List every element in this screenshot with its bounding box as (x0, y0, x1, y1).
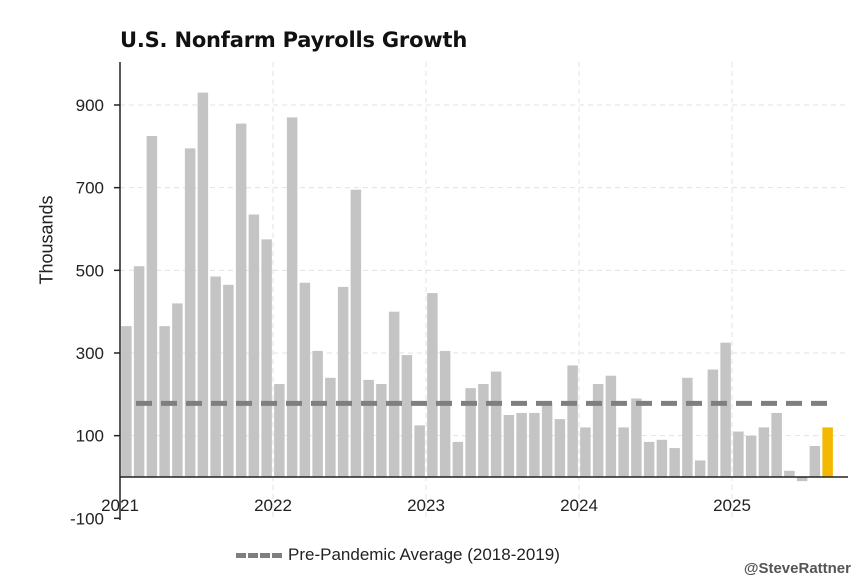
bar-2021-02 (133, 266, 145, 477)
bar-2024-08 (669, 448, 680, 477)
bar-2022-02 (286, 117, 298, 478)
bar-2024-05 (631, 398, 642, 477)
bar-2022-10 (388, 311, 400, 477)
x-tick-label: 2022 (254, 496, 292, 515)
bar-2021-01 (121, 326, 132, 477)
bar-2024-09 (682, 377, 693, 477)
bar-2025-03 (758, 427, 770, 477)
bar-2023-05 (478, 384, 489, 477)
y-tick-label: -100 (70, 509, 104, 528)
bar-2025-07 (809, 446, 821, 477)
x-tick-label: 2023 (407, 496, 445, 515)
bar-2023-09 (529, 412, 540, 477)
bar-2022-07 (350, 189, 362, 478)
bar-2023-11 (554, 419, 566, 477)
bar-2021-12 (261, 239, 272, 477)
x-tick-label: 2024 (560, 496, 598, 515)
bar-2023-07 (503, 415, 515, 477)
y-tick-label: 300 (76, 344, 104, 363)
bar-2025-06 (796, 477, 808, 482)
legend-dashed-line-swatch (236, 552, 282, 558)
bar-2021-07 (197, 92, 209, 477)
y-tick-label: 900 (76, 96, 104, 115)
chart-title: U.S. Nonfarm Payrolls Growth (120, 28, 468, 52)
bar-2022-04 (312, 350, 323, 477)
bars (121, 92, 833, 482)
bar-2024-01 (580, 427, 591, 477)
bar-2024-03 (605, 375, 617, 477)
bar-2025-04 (771, 412, 782, 477)
bar-2025-08 (822, 427, 833, 477)
y-tick-label: 500 (76, 261, 104, 280)
bar-2023-01 (427, 293, 438, 477)
bar-2025-01 (733, 431, 744, 477)
bar-2024-11 (707, 369, 719, 477)
bar-2025-05 (784, 470, 795, 477)
bar-2024-07 (656, 439, 668, 477)
credit-text: @SteveRattner (743, 560, 851, 577)
legend: Pre-Pandemic Average (2018-2019) (236, 543, 560, 567)
bar-2022-08 (363, 379, 374, 477)
bar-2023-03 (452, 441, 464, 477)
bar-2022-12 (414, 425, 425, 477)
bar-2022-11 (401, 355, 413, 477)
bar-2021-03 (146, 136, 158, 477)
bar-2021-05 (172, 303, 183, 477)
bar-2021-10 (235, 123, 247, 477)
y-tick-label: 700 (76, 179, 104, 198)
bar-2023-04 (465, 388, 476, 477)
bar-2024-12 (720, 342, 731, 477)
bar-2024-10 (694, 460, 706, 477)
bar-2022-01 (274, 384, 285, 477)
bar-2023-12 (567, 365, 578, 477)
bar-2023-02 (439, 350, 451, 477)
bar-2022-09 (376, 384, 387, 477)
bar-2021-06 (184, 148, 196, 477)
legend-label: Pre-Pandemic Average (2018-2019) (288, 545, 560, 564)
bar-2023-10 (541, 402, 553, 477)
bar-2023-08 (516, 412, 527, 477)
y-tick-label: 100 (76, 427, 104, 446)
bar-2024-06 (643, 441, 655, 477)
bar-2022-06 (337, 286, 349, 477)
bar-2021-11 (248, 214, 260, 477)
bar-2022-05 (325, 377, 336, 477)
bar-2024-02 (592, 384, 604, 477)
bar-2025-02 (745, 435, 757, 477)
bar-2021-09 (223, 284, 234, 477)
bar-2023-06 (490, 371, 502, 477)
bar-2021-08 (210, 276, 221, 477)
bar-2024-04 (618, 427, 629, 477)
bar-2022-03 (299, 282, 311, 477)
x-tick-label: 2025 (713, 496, 751, 515)
